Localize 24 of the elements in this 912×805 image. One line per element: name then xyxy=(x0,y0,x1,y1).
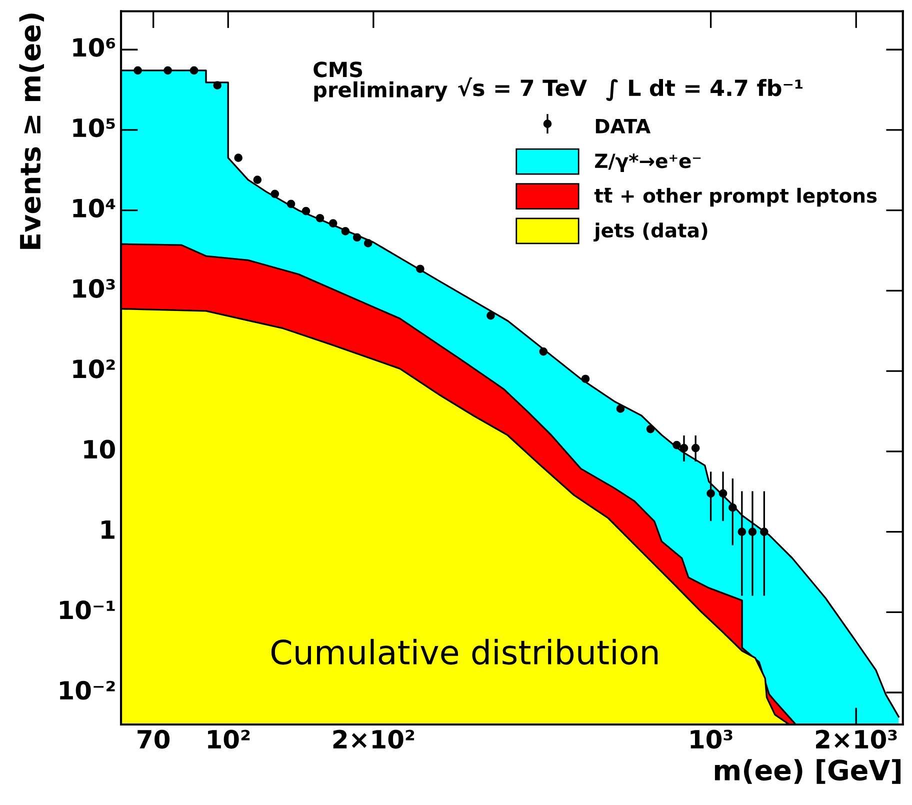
x-tick-label: 70 xyxy=(138,730,170,749)
y-tick-label: 10 xyxy=(84,440,115,459)
legend-label: tt̄ + other prompt leptons xyxy=(594,188,877,207)
x-axis-title: m(ee) [GeV] xyxy=(714,759,900,784)
legend-label: Z/γ*→e⁺e⁻ xyxy=(595,153,701,172)
x-tick-label: 2×10³ xyxy=(816,730,897,749)
y-tick-label: 1 xyxy=(102,520,114,539)
y-tick-label: 10⁵ xyxy=(73,118,115,138)
y-tick-label: 10⁻¹ xyxy=(60,600,115,620)
legend-label: jets (data) xyxy=(594,222,708,242)
x-tick-label: 10² xyxy=(208,730,250,749)
y-axis-title: Events ≥ m(ee) xyxy=(19,14,44,249)
y-tick-label: 10³ xyxy=(73,279,115,298)
y-tick-label: 10² xyxy=(73,359,115,378)
x-tick-label: 10³ xyxy=(690,730,732,749)
x-tick-label: 2×10² xyxy=(333,730,414,749)
y-tick-label: 10⁴ xyxy=(73,198,116,218)
annotation: ∫ L dt = 4.7 fb⁻¹ xyxy=(606,79,802,101)
annotation: Cumulative distribution xyxy=(271,638,658,665)
y-tick-label: 10⁻² xyxy=(60,680,115,700)
annotation: CMS preliminary xyxy=(314,62,448,102)
y-tick-label: 10⁶ xyxy=(73,38,116,57)
annotation: √s = 7 TeV xyxy=(458,77,587,96)
legend-label: DATA xyxy=(596,119,651,134)
